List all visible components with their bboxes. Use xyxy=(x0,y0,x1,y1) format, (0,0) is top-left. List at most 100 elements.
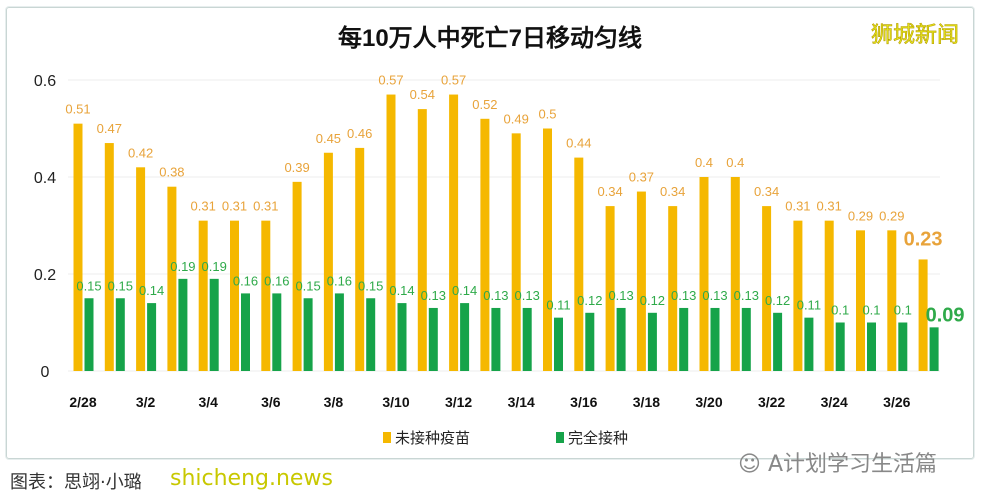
data-label: 0.12 xyxy=(577,293,602,308)
bar-unvaccinated xyxy=(605,206,615,371)
y-tick-label: 0.2 xyxy=(34,267,56,284)
data-label: 0.13 xyxy=(671,288,696,303)
bar-unvaccinated xyxy=(668,206,678,371)
data-label: 0.19 xyxy=(170,259,195,274)
data-label: 0.51 xyxy=(65,102,90,117)
data-label: 0.44 xyxy=(566,136,591,151)
data-label: 0.23 xyxy=(904,228,943,250)
credit-text: 图表：思翊·小璐 xyxy=(10,472,142,493)
bar-vaccinated xyxy=(616,307,626,371)
data-label: 0.09 xyxy=(926,304,965,326)
data-label: 0.34 xyxy=(660,184,685,199)
data-label: 0.39 xyxy=(284,160,309,175)
bar-vaccinated xyxy=(397,303,407,371)
bar-unvaccinated xyxy=(824,220,834,371)
logo-text: 狮城新闻 xyxy=(871,22,959,47)
data-label: 0.11 xyxy=(546,298,570,313)
data-label: 0.31 xyxy=(817,199,842,214)
x-tick-label: 3/18 xyxy=(633,394,660,410)
data-label: 0.5 xyxy=(538,107,556,122)
bar-unvaccinated xyxy=(323,152,333,371)
x-tick-label: 3/26 xyxy=(883,394,910,410)
legend-label: 完全接种 xyxy=(568,429,628,447)
x-tick-label: 3/4 xyxy=(198,394,218,410)
data-label: 0.1 xyxy=(831,303,849,318)
data-label: 0.15 xyxy=(76,278,101,293)
x-tick-label: 3/20 xyxy=(695,394,722,410)
data-label: 0.11 xyxy=(797,298,821,313)
bar-unvaccinated xyxy=(543,128,552,371)
bar-vaccinated xyxy=(272,293,282,371)
bar-unvaccinated xyxy=(355,147,365,371)
x-tick-label: 3/12 xyxy=(445,394,472,410)
bar-vaccinated xyxy=(804,317,814,371)
data-label: 0.13 xyxy=(421,288,446,303)
x-tick-label: 3/22 xyxy=(758,394,785,410)
data-label: 0.42 xyxy=(128,145,153,160)
data-label: 0.15 xyxy=(108,278,133,293)
y-tick-label: 0 xyxy=(41,364,50,381)
data-label: 0.34 xyxy=(754,184,779,199)
bar-unvaccinated xyxy=(167,186,177,371)
bar-vaccinated xyxy=(428,307,438,371)
data-label: 0.45 xyxy=(316,131,341,146)
bar-unvaccinated xyxy=(699,177,709,371)
data-label: 0.29 xyxy=(879,208,904,223)
bar-vaccinated xyxy=(773,312,783,371)
bar-vaccinated xyxy=(835,322,845,371)
bar-unvaccinated xyxy=(386,94,396,372)
legend-swatch xyxy=(383,432,391,443)
bar-vaccinated xyxy=(147,303,157,371)
bar-unvaccinated xyxy=(417,109,427,371)
legend-label: 未接种疫苗 xyxy=(395,430,470,447)
data-label: 0.52 xyxy=(472,97,497,112)
data-label: 0.15 xyxy=(358,278,383,293)
chart-frame xyxy=(6,7,974,459)
bar-unvaccinated xyxy=(230,220,239,371)
x-tick-label: 2/28 xyxy=(69,394,96,410)
bar-vaccinated xyxy=(303,298,313,371)
bar-unvaccinated xyxy=(73,123,83,372)
bar-unvaccinated xyxy=(574,157,584,371)
bar-unvaccinated xyxy=(292,181,302,371)
data-label: 0.16 xyxy=(327,273,352,288)
data-label: 0.19 xyxy=(202,259,227,274)
bar-vaccinated xyxy=(929,327,939,371)
bar-vaccinated xyxy=(647,312,657,371)
data-label: 0.34 xyxy=(597,184,622,199)
data-label: 0.13 xyxy=(702,288,727,303)
data-label: 0.31 xyxy=(191,199,216,214)
bar-vaccinated xyxy=(585,312,595,371)
bar-vaccinated xyxy=(710,307,720,371)
x-tick-label: 3/2 xyxy=(136,394,156,410)
data-label: 0.13 xyxy=(608,288,633,303)
bar-vaccinated xyxy=(209,278,219,371)
data-label: 0.4 xyxy=(726,155,744,170)
site-watermark: shicheng.news xyxy=(170,466,333,491)
bar-unvaccinated xyxy=(480,118,490,371)
data-label: 0.38 xyxy=(159,165,184,180)
wechat-name: A计划学习生活篇 xyxy=(767,452,937,477)
data-label: 0.46 xyxy=(347,126,372,141)
data-label: 0.14 xyxy=(452,283,477,298)
bar-vaccinated xyxy=(679,307,689,371)
bar-unvaccinated xyxy=(449,94,459,372)
data-label: 0.12 xyxy=(765,293,790,308)
data-label: 0.16 xyxy=(264,273,289,288)
data-label: 0.47 xyxy=(97,121,122,136)
bar-unvaccinated xyxy=(636,191,646,371)
legend-swatch xyxy=(556,432,564,443)
data-label: 0.54 xyxy=(410,87,435,102)
wechat-icon: ☺ xyxy=(738,452,768,477)
data-label: 0.31 xyxy=(253,199,278,214)
x-tick-label: 3/10 xyxy=(382,394,409,410)
bar-vaccinated xyxy=(366,298,376,371)
data-label: 0.31 xyxy=(222,199,247,214)
wechat-watermark: ☺ A计划学习生活篇 xyxy=(738,446,937,478)
bar-unvaccinated xyxy=(511,133,521,371)
data-label: 0.12 xyxy=(640,293,665,308)
bar-vaccinated xyxy=(898,322,908,371)
data-label: 0.13 xyxy=(734,288,759,303)
